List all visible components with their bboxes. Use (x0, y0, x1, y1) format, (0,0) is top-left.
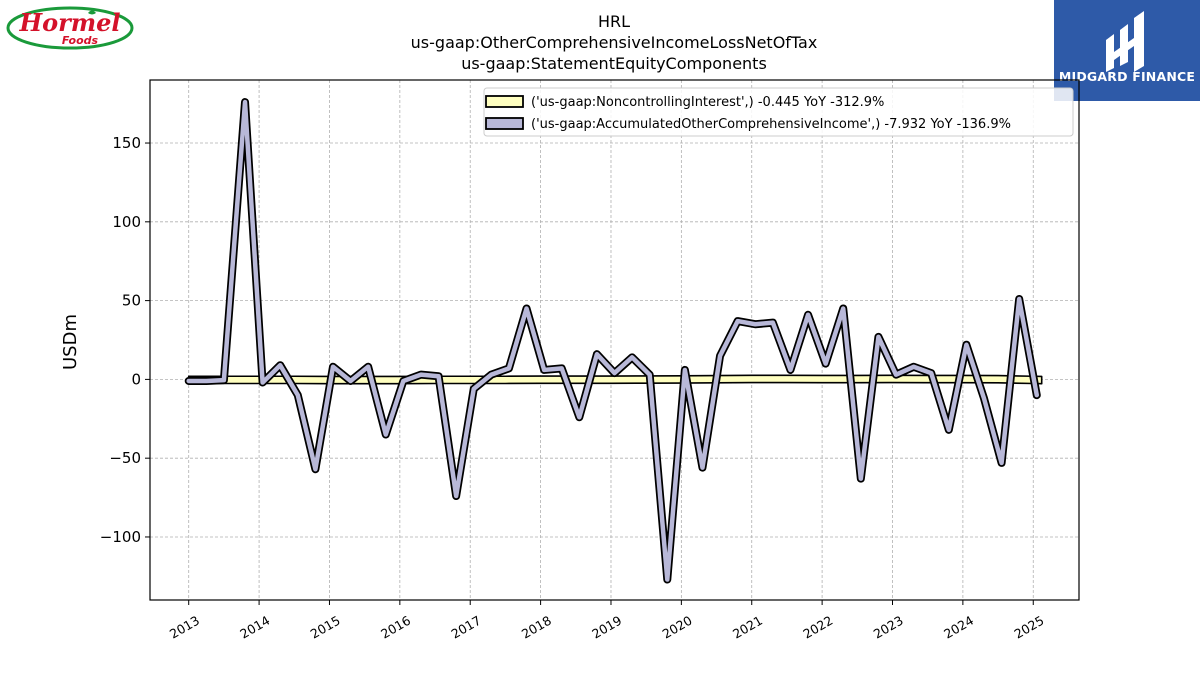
axes-frame (149, 79, 1080, 601)
legend-swatch (485, 117, 524, 130)
x-tick-label: 2022 (800, 613, 835, 642)
hormel-foods-logo: Hormel Foods (6, 4, 138, 52)
midgard-finance-logo: MIDGARD FINANCE (1054, 0, 1200, 101)
logo-left-text-top: Hormel (18, 8, 120, 37)
x-tick-label: 2018 (519, 613, 554, 642)
x-tick-label: 2021 (730, 613, 765, 642)
x-tick-label: 2015 (308, 613, 343, 642)
legend-swatch (485, 95, 524, 108)
x-tick-label: 2019 (589, 613, 624, 642)
legend-entry-label: ('us-gaap:NoncontrollingInterest',) -0.4… (531, 95, 884, 110)
series-aoci-outline (184, 98, 1041, 584)
legend-entry-label: ('us-gaap:AccumulatedOtherComprehensiveI… (531, 117, 1011, 132)
x-tick-label: 2013 (167, 613, 202, 642)
series-aoci-line (186, 99, 1040, 582)
x-tick-label: 2025 (1011, 613, 1046, 642)
y-axis-ticks: 150 100 50 0 −50 −100 (100, 134, 150, 546)
legend: ('us-gaap:NoncontrollingInterest',) -0.4… (483, 87, 1074, 137)
y-axis-label: USDm (60, 314, 81, 370)
chart-title-line: us-gaap:OtherComprehensiveIncomeLossNetO… (411, 33, 818, 52)
x-tick-label: 2014 (237, 613, 272, 642)
y-tick-label: 150 (112, 134, 141, 152)
x-tick-label: 2017 (448, 613, 483, 642)
logo-left-text-bottom: Foods (62, 34, 99, 47)
series-layer (184, 98, 1043, 584)
y-tick-label: −100 (100, 528, 141, 546)
y-tick-label: −50 (109, 449, 141, 467)
y-tick-label: 0 (131, 370, 141, 388)
x-tick-label: 2020 (660, 613, 695, 642)
legend-box (483, 87, 1074, 137)
x-tick-label: 2016 (378, 613, 413, 642)
grid-lines (150, 80, 1079, 600)
y-tick-label: 50 (122, 292, 141, 310)
chart-title-line: HRL (598, 12, 630, 31)
chart-title: HRL us-gaap:OtherComprehensiveIncomeLossN… (411, 12, 818, 73)
x-tick-label: 2023 (871, 613, 906, 642)
chart-title-line: us-gaap:StatementEquityComponents (461, 54, 767, 73)
logo-right-text: MIDGARD FINANCE (1058, 69, 1196, 84)
x-axis-ticks: 2013 2014 2015 2016 2017 2018 2019 2020 2021 2022… (167, 600, 1047, 642)
x-tick-label: 2024 (941, 613, 976, 642)
y-tick-label: 100 (112, 213, 141, 231)
